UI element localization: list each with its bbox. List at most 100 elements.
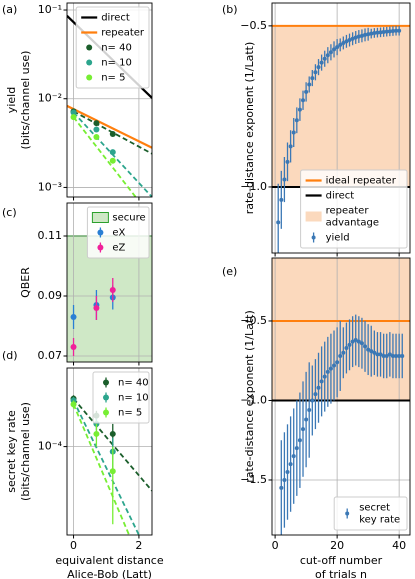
data-point bbox=[341, 350, 346, 355]
x-axis-label: of trials n bbox=[315, 568, 367, 579]
legend-swatch bbox=[91, 212, 109, 223]
data-point bbox=[93, 430, 100, 437]
legend-label: repeater bbox=[326, 206, 370, 217]
y-axis-label: QBER bbox=[19, 267, 32, 298]
data-point bbox=[109, 131, 116, 138]
data-point bbox=[109, 149, 116, 156]
legend-label: eZ bbox=[112, 243, 125, 254]
legend-label: secret bbox=[359, 503, 390, 514]
fit-line bbox=[72, 116, 137, 197]
data-point bbox=[297, 107, 302, 112]
data-point bbox=[307, 408, 312, 413]
data-point bbox=[381, 353, 386, 358]
data-point bbox=[70, 344, 77, 350]
data-point bbox=[344, 39, 349, 44]
axes-frame bbox=[66, 367, 153, 536]
legend-swatch bbox=[311, 235, 316, 240]
legend: secure eX eZ bbox=[86, 206, 150, 259]
plot-area bbox=[272, 258, 410, 535]
axes-frame bbox=[66, 202, 153, 363]
data-point bbox=[288, 144, 293, 149]
legend-label: advantage bbox=[326, 218, 379, 229]
data-point bbox=[304, 89, 309, 94]
data-point bbox=[366, 347, 371, 352]
data-point bbox=[378, 30, 383, 35]
data-point bbox=[347, 38, 352, 43]
legend-label: n= 40 bbox=[118, 378, 149, 389]
data-point bbox=[285, 159, 290, 164]
y-tick-label: 10⁻¹ bbox=[38, 3, 62, 16]
legend-label: repeater bbox=[101, 28, 145, 39]
data-point bbox=[291, 130, 296, 135]
data-point bbox=[359, 341, 364, 346]
data-point bbox=[397, 353, 402, 358]
data-point bbox=[332, 363, 337, 368]
data-point bbox=[109, 157, 116, 164]
y-tick-label: 0.09 bbox=[38, 289, 63, 302]
data-point bbox=[70, 114, 77, 121]
data-point bbox=[350, 36, 355, 41]
data-point bbox=[328, 50, 333, 55]
data-point bbox=[109, 430, 116, 437]
plot-area bbox=[272, 3, 410, 253]
y-axis-label: secret key rate bbox=[5, 410, 18, 493]
legend-swatch bbox=[97, 244, 104, 251]
y-axis-label: rate-distance exponent (1/Latt) bbox=[243, 42, 256, 215]
data-point bbox=[319, 60, 324, 65]
data-point bbox=[375, 352, 380, 357]
data-point bbox=[384, 353, 389, 358]
y-tick-label: −1.5 bbox=[240, 473, 267, 486]
data-point bbox=[310, 398, 315, 403]
axes-frame bbox=[66, 2, 153, 198]
data-point bbox=[70, 401, 77, 408]
panel-label: (d) bbox=[2, 349, 18, 362]
panel-label: (e) bbox=[222, 265, 237, 278]
data-point bbox=[338, 353, 343, 358]
data-point bbox=[310, 76, 315, 81]
data-point bbox=[322, 56, 327, 61]
data-point bbox=[347, 342, 352, 347]
legend-swatch bbox=[103, 394, 109, 401]
legend-label: n= 10 bbox=[118, 393, 149, 404]
x-tick-label: 40 bbox=[392, 539, 406, 552]
legend-swatch bbox=[103, 409, 109, 416]
panel-label: (c) bbox=[2, 206, 17, 219]
legend-swatch bbox=[97, 229, 104, 236]
y-tick-label: 10⁻⁴ bbox=[38, 440, 63, 453]
data-point bbox=[372, 350, 377, 355]
data-point bbox=[356, 34, 361, 39]
y-tick-label: −0.5 bbox=[240, 19, 267, 32]
y-axis-label: rate-distance exponent (1/Latt) bbox=[243, 310, 256, 483]
region bbox=[272, 25, 410, 187]
data-point bbox=[313, 392, 318, 397]
legend-label: yield bbox=[326, 233, 350, 244]
data-point bbox=[335, 360, 340, 365]
data-point bbox=[301, 98, 306, 103]
data-point bbox=[325, 369, 330, 374]
legend-swatch bbox=[86, 59, 93, 66]
legend: direct repeater n= 40 n= 10 n= 5 bbox=[75, 6, 150, 89]
data-point bbox=[397, 28, 402, 33]
data-point bbox=[316, 65, 321, 70]
data-point bbox=[387, 29, 392, 34]
data-point bbox=[375, 30, 380, 35]
fit-line bbox=[72, 404, 130, 535]
data-point bbox=[307, 82, 312, 87]
legend-label: direct bbox=[101, 13, 130, 24]
data-point bbox=[332, 47, 337, 52]
data-point bbox=[369, 349, 374, 354]
data-point bbox=[335, 45, 340, 50]
data-point bbox=[363, 344, 368, 349]
x-tick-label: 0 bbox=[70, 539, 77, 552]
legend-label: n= 10 bbox=[101, 58, 132, 69]
data-point bbox=[294, 118, 299, 123]
legend-box bbox=[75, 6, 150, 89]
y-axis-label: (bits/channel use) bbox=[19, 51, 32, 150]
fit-line bbox=[72, 400, 140, 535]
data-point bbox=[93, 126, 100, 133]
y-tick-label: −1.0 bbox=[240, 180, 267, 193]
data-point bbox=[282, 177, 287, 182]
data-point bbox=[297, 438, 302, 443]
